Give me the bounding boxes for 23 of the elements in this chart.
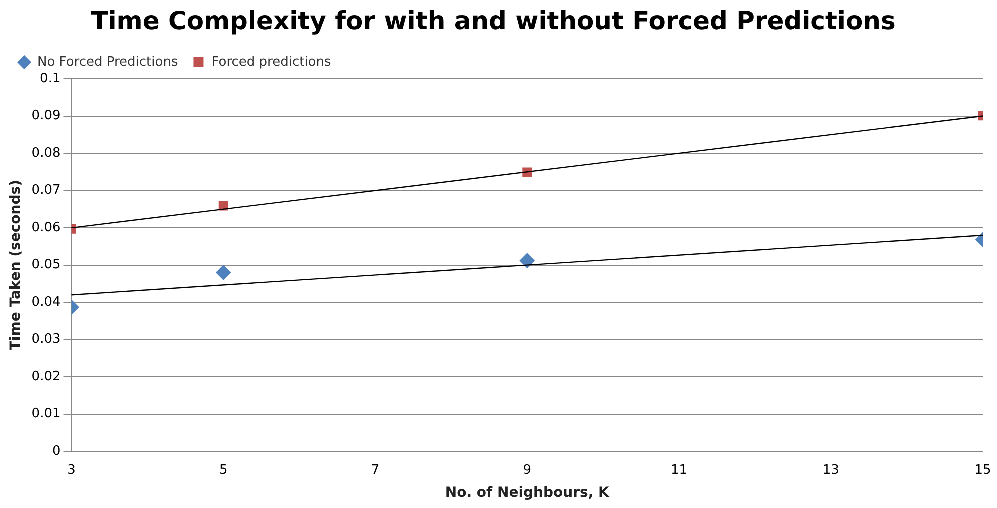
- legend-label: No Forced Predictions: [38, 54, 178, 70]
- x-tick-label: 15: [974, 462, 992, 478]
- y-tick-label: 0.09: [32, 108, 61, 124]
- y-tick-label: 0.01: [32, 406, 61, 422]
- x-tick-label: 9: [523, 462, 532, 478]
- x-tick-label: 5: [219, 462, 228, 478]
- x-tick-label: 11: [670, 462, 688, 478]
- y-tick-label: 0.07: [32, 183, 61, 198]
- legend-label: Forced predictions: [212, 54, 332, 70]
- chart-title: Time Complexity for with and without Forced Predictions: [91, 6, 896, 36]
- x-tick-label: 13: [822, 462, 840, 478]
- y-tick-label: 0.02: [32, 369, 61, 384]
- y-tick-label: 0.03: [32, 332, 61, 348]
- y-tick-label: 0.04: [32, 294, 61, 310]
- x-tick-label: 3: [68, 462, 76, 478]
- y-tick-label: 0: [52, 444, 61, 459]
- x-tick-label: 7: [371, 462, 380, 478]
- y-tick-label: 0.05: [32, 258, 61, 273]
- y-axis-title: Time Taken (seconds): [8, 180, 24, 351]
- y-tick-label: 0.06: [32, 220, 61, 236]
- y-tick-label: 0.08: [32, 146, 61, 161]
- x-axis-title: No. of Neighbours, K: [445, 485, 611, 502]
- y-tick-label: 0.1: [40, 71, 61, 86]
